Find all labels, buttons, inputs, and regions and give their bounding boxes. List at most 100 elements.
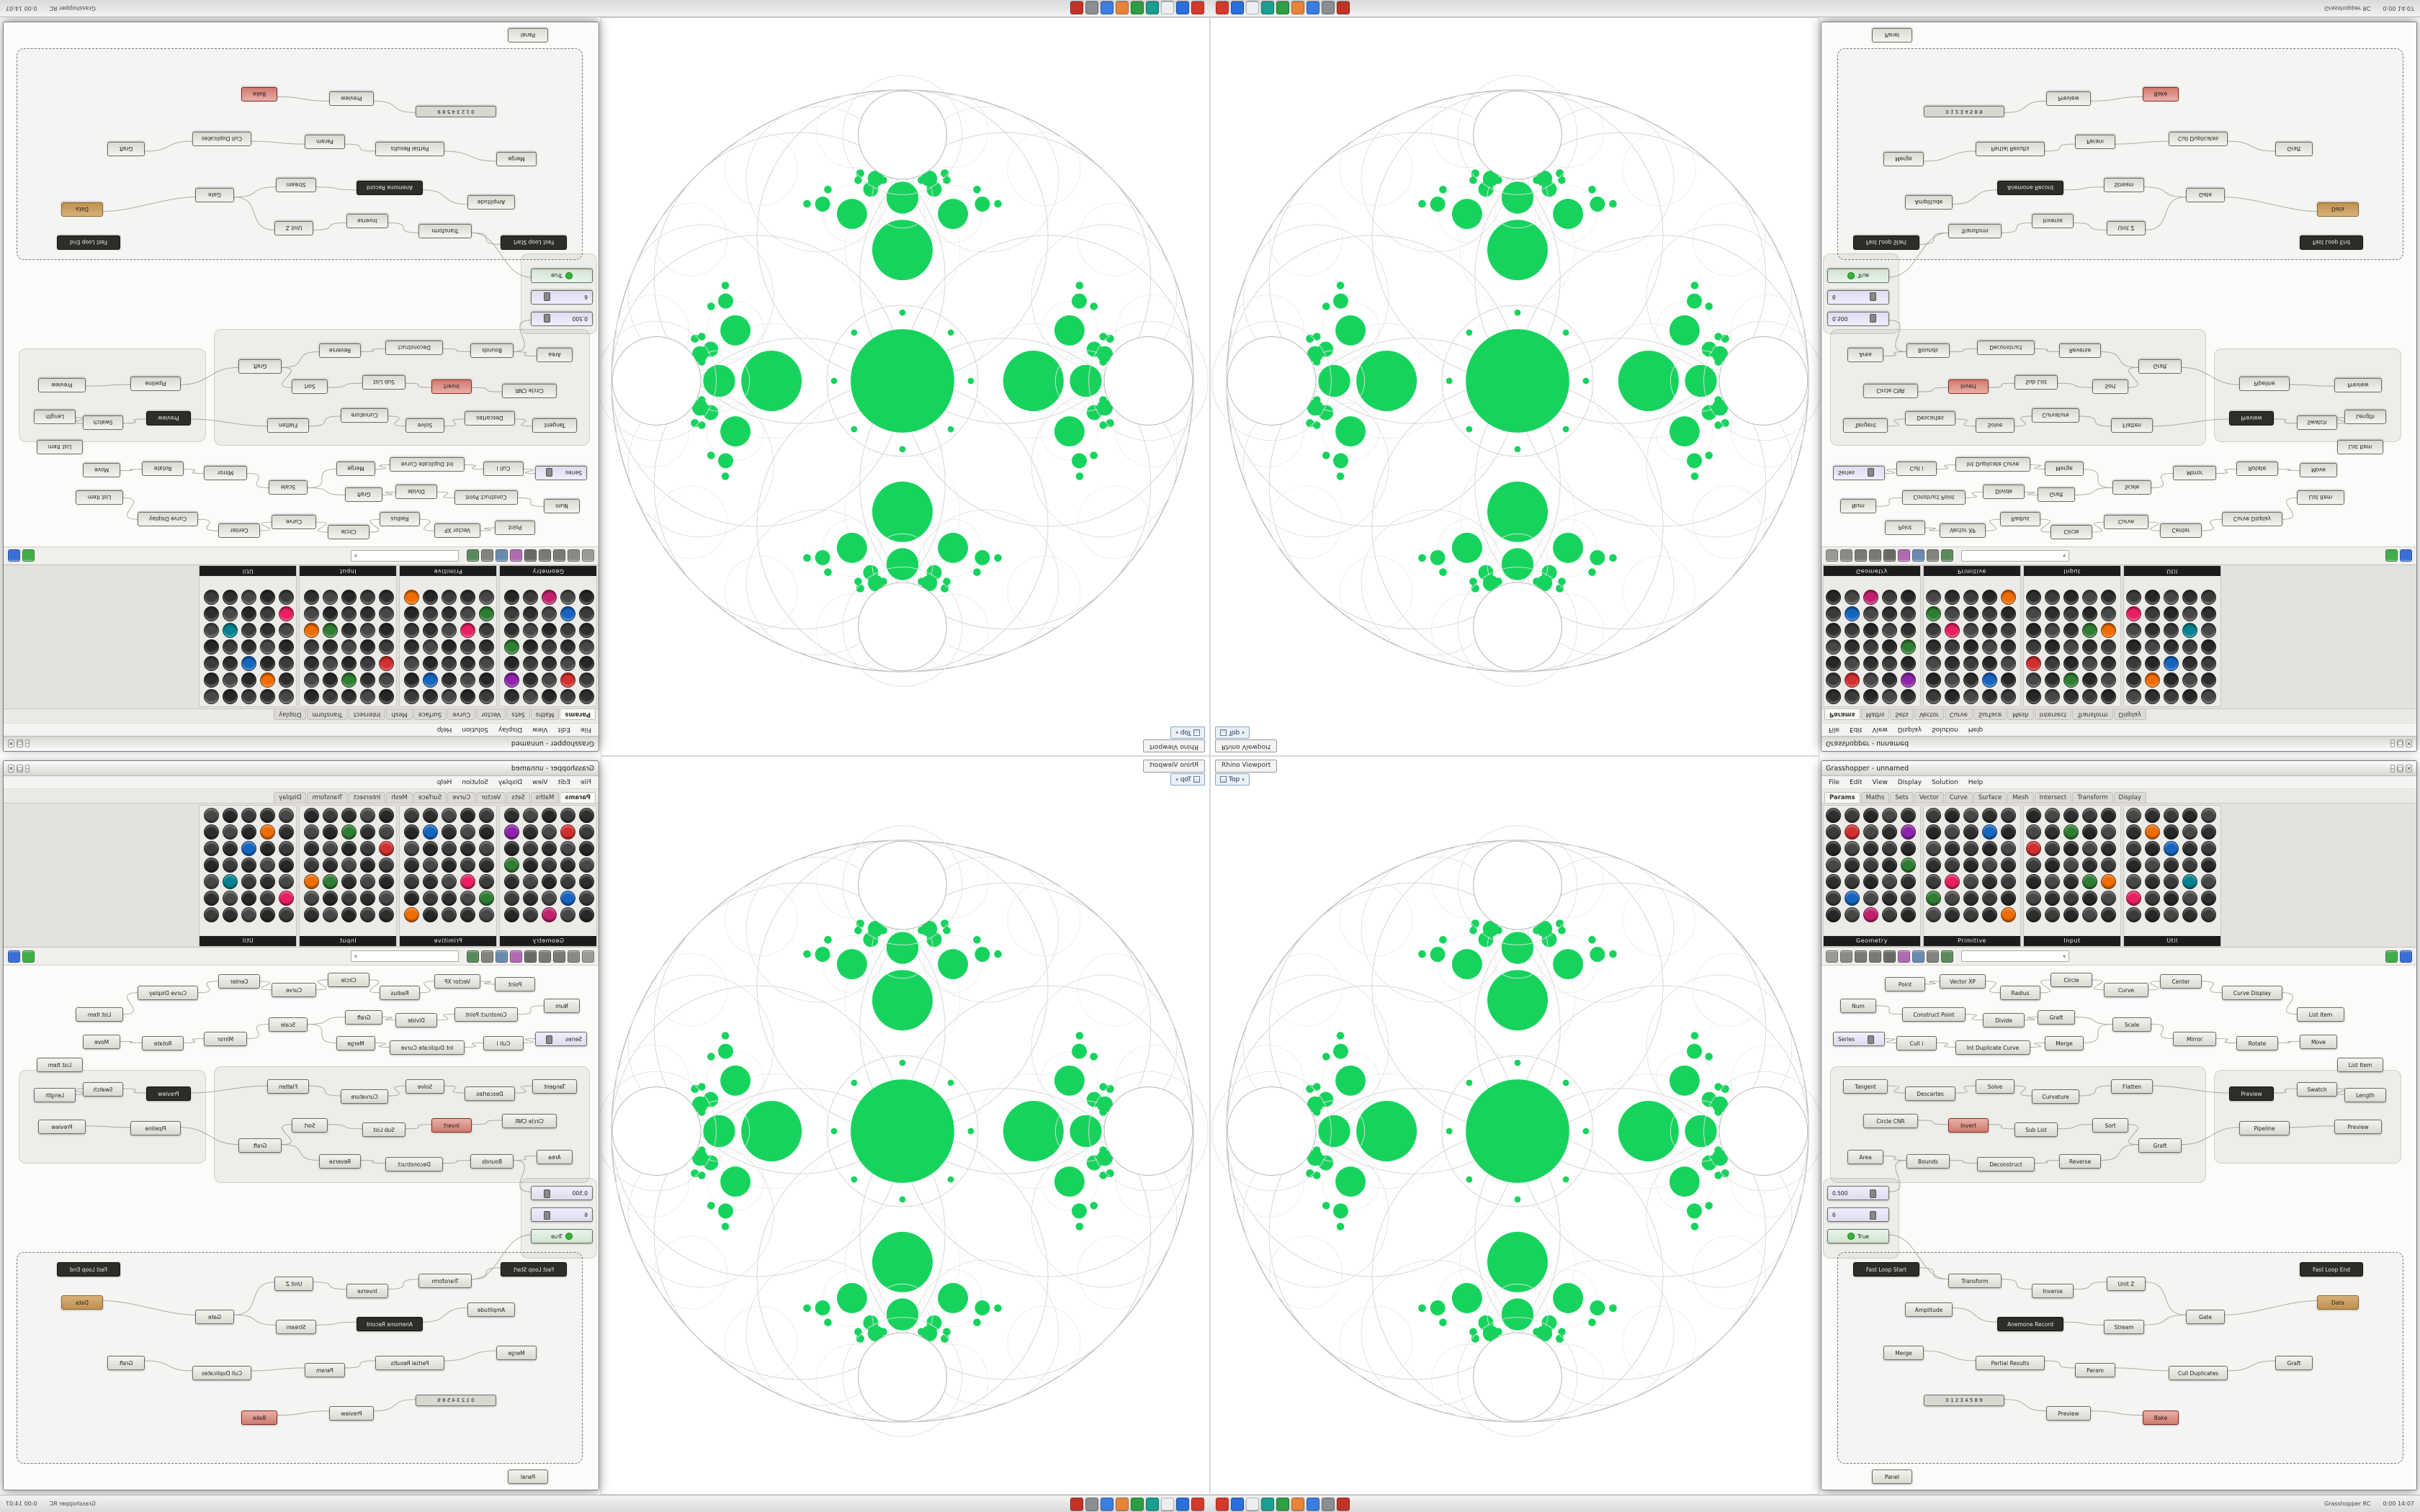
solver-play-icon[interactable] [2385, 950, 2398, 963]
component-icon[interactable] [1882, 623, 1897, 638]
component-icon[interactable] [479, 858, 494, 873]
gh-node[interactable]: Bounds [470, 1154, 514, 1169]
panel-label[interactable]: Primitive [400, 936, 496, 946]
gh-node[interactable]: True [531, 269, 593, 283]
component-icon[interactable] [442, 824, 457, 840]
component-icon[interactable] [260, 808, 275, 823]
gh-node[interactable]: Rotate [142, 462, 184, 476]
component-icon[interactable] [2026, 858, 2041, 873]
gh-node[interactable]: Flatten [267, 1079, 309, 1094]
gh-node[interactable]: Cull Duplicates [2169, 1366, 2228, 1380]
component-icon[interactable] [304, 874, 319, 889]
gh-node[interactable]: Flatten [267, 418, 309, 433]
component-icon[interactable] [504, 656, 519, 671]
menu-file[interactable]: File [580, 778, 591, 786]
gh-node[interactable]: Preview [2046, 91, 2091, 106]
component-icon[interactable] [323, 656, 338, 671]
viewport-title-tab[interactable]: Rhino Viewport [1142, 739, 1205, 752]
component-icon[interactable] [304, 606, 319, 621]
gh-node[interactable]: Circle [2051, 525, 2092, 539]
component-icon[interactable] [442, 808, 457, 823]
gh-node[interactable]: Graft [2275, 142, 2313, 156]
component-icon[interactable] [1863, 623, 1878, 638]
gh-node[interactable]: Descartes [465, 1086, 515, 1101]
grasshopper-titlebar[interactable]: Grasshopper - unnamed –▢✕ [1821, 736, 2416, 751]
component-icon[interactable] [523, 623, 538, 638]
gh-node[interactable]: Stream [2104, 1320, 2144, 1334]
preview-shaded-icon[interactable] [1941, 549, 1953, 562]
component-icon[interactable] [360, 874, 375, 889]
gh-node[interactable]: Invert [1948, 1118, 1989, 1133]
component-icon[interactable] [504, 639, 519, 654]
component-icon[interactable] [523, 858, 538, 873]
component-icon[interactable] [2026, 874, 2041, 889]
component-icon[interactable] [2045, 907, 2060, 922]
component-icon[interactable] [323, 824, 338, 840]
component-icon[interactable] [1945, 891, 1960, 906]
component-icon[interactable] [341, 907, 357, 922]
component-icon[interactable] [504, 689, 519, 704]
component-icon[interactable] [1845, 874, 1860, 889]
gh-node[interactable]: Merge [336, 1036, 375, 1050]
component-icon[interactable] [1945, 590, 1960, 605]
component-icon[interactable] [1945, 672, 1960, 688]
component-icon[interactable] [1845, 808, 1860, 823]
gh-node[interactable]: Int Duplicate Curve [1955, 1040, 2030, 1055]
save-file-icon[interactable] [568, 950, 580, 963]
gh-node[interactable]: Move [2300, 463, 2337, 477]
gh-node[interactable]: Solve [405, 1079, 444, 1094]
tab-mesh[interactable]: Mesh [2007, 709, 2034, 720]
tab-mesh[interactable]: Mesh [386, 709, 413, 720]
component-icon[interactable] [560, 907, 575, 922]
gh-node[interactable]: Rotate [2236, 1036, 2278, 1050]
component-icon[interactable] [504, 841, 519, 856]
component-icon[interactable] [2201, 656, 2216, 671]
component-icon[interactable] [1882, 874, 1897, 889]
gh-node[interactable]: Invert [431, 379, 472, 394]
gh-node[interactable]: Series [1833, 1032, 1885, 1046]
component-icon[interactable] [1882, 590, 1897, 605]
component-icon[interactable] [2082, 874, 2097, 889]
component-icon[interactable] [341, 606, 357, 621]
gh-node[interactable]: Data [2317, 1295, 2359, 1310]
component-icon[interactable] [2063, 606, 2079, 621]
component-icon[interactable] [2001, 606, 2016, 621]
gh-node[interactable]: Param [2075, 135, 2115, 149]
component-icon[interactable] [1882, 808, 1897, 823]
component-icon[interactable] [2101, 907, 2116, 922]
component-icon[interactable] [542, 907, 557, 922]
component-icon[interactable] [423, 841, 438, 856]
component-icon[interactable] [2164, 623, 2179, 638]
gh-node[interactable]: 6 [1827, 290, 1889, 305]
minimize-button[interactable]: – [2390, 739, 2395, 748]
component-icon[interactable] [579, 907, 594, 922]
gh-node[interactable]: Radius [2000, 512, 2040, 526]
component-icon[interactable] [1982, 808, 1997, 823]
component-icon[interactable] [241, 689, 256, 704]
component-icon[interactable] [2082, 891, 2097, 906]
gh-node[interactable]: True [1827, 1229, 1889, 1243]
gh-node[interactable]: Cull Duplicates [192, 1366, 251, 1380]
gh-node[interactable]: Fast Loop End [2300, 235, 2363, 250]
component-icon[interactable] [2201, 606, 2216, 621]
component-icon[interactable] [304, 841, 319, 856]
gh-node[interactable]: List Item [76, 1007, 123, 1022]
component-icon[interactable] [542, 891, 557, 906]
tab-intersect[interactable]: Intersect [2034, 792, 2072, 803]
gh-node[interactable]: Deconstruct [1977, 1157, 2035, 1171]
component-icon[interactable] [479, 907, 494, 922]
gh-node[interactable]: Divide [395, 485, 437, 499]
gh-node[interactable]: Descartes [1905, 411, 1955, 426]
gh-node[interactable]: 6 [531, 290, 593, 305]
component-icon[interactable] [579, 874, 594, 889]
gh-node[interactable]: Radius [380, 512, 420, 526]
component-icon[interactable] [1963, 656, 1978, 671]
component-icon[interactable] [1845, 639, 1860, 654]
component-icon[interactable] [404, 858, 419, 873]
component-icon[interactable] [379, 639, 394, 654]
taskbar-app-orange-icon[interactable] [1116, 1497, 1129, 1511]
component-icon[interactable] [442, 891, 457, 906]
tab-display[interactable]: Display [2113, 709, 2146, 720]
component-icon[interactable] [1845, 623, 1860, 638]
gh-node[interactable]: Preview [2229, 411, 2274, 426]
